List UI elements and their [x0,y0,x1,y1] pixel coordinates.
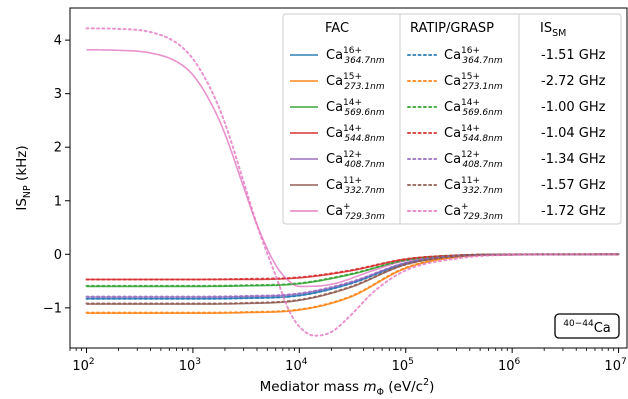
legend-frame [282,13,622,225]
x-tick-label: 102 [72,357,94,374]
legend-is-value: -1.51 GHz [541,48,606,63]
y-tick-label: 1 [54,194,62,209]
legend-label: Ca14+ 569.6nm [326,98,385,118]
series-line [85,253,620,300]
legend-is-value: -2.72 GHz [541,74,606,89]
x-tick-label: 104 [285,357,308,374]
legend-label: Ca11+ 332.7nm [326,176,385,196]
legend-label: Ca15+ 273.1nm [326,72,385,92]
legend-entries: Ca16+ 364.7nm -1.51 GHz Ca15+ 273.1nm -2.72 G… [290,46,606,222]
x-tick-label: 107 [604,357,626,374]
legend-label: Ca16+ 364.7nm [326,46,385,66]
legend-label: Ca12+ 408.7nm [326,150,385,170]
series-line [85,253,620,281]
plot-frame [69,7,628,349]
legend-label: Ca14+ 544.8nm [444,124,503,144]
x-tick-label: 103 [179,357,201,374]
y-tick-label: −1 [43,301,62,316]
y-tick-label: 2 [54,141,62,156]
x-tick-label: 106 [498,357,521,374]
legend-label: Ca+ 729.3nm [326,202,385,222]
legend-is-value: -1.04 GHz [541,126,606,141]
legend-label: Ca15+ 273.1nm [444,72,503,92]
series-line [86,253,619,300]
isotope-box-frame [554,313,620,339]
legend-header-ratip: RATIP/GRASP [410,21,494,36]
x-tick-label: 105 [392,357,414,374]
series-line [85,253,620,314]
legend-is-value: -1.00 GHz [541,100,606,115]
legend-label: Ca12+ 408.7nm [444,150,503,170]
legend-label: Ca+ 729.3nm [444,202,503,222]
isotope-box: 40−44Ca [554,313,620,339]
legend-header-is: ISSM [540,21,566,39]
legend-label: Ca14+ 544.8nm [326,124,385,144]
y-axis-label: ISNP (kHz) [14,145,33,210]
legend-is-value: -1.72 GHz [541,204,606,219]
legend-is-value: -1.57 GHz [541,178,606,193]
legend-is-value: -1.34 GHz [541,152,606,167]
y-tick-label: 4 [54,34,62,49]
series-line [86,253,619,298]
legend: FAC RATIP/GRASP ISSM Ca16+ 364.7nm -1.51 G… [282,13,622,225]
y-tick-label: 3 [54,87,62,102]
x-axis-label: Mediator mass mΦ (eV/c2) [260,377,435,398]
series-line [85,253,620,298]
y-tick-label: 0 [54,248,62,263]
series-layer [85,27,620,337]
legend-label: Ca16+ 364.7nm [444,46,503,66]
series-line [85,27,620,337]
legend-label: Ca14+ 569.6nm [444,98,503,118]
axes-layer: −1 0 1 2 3 4 102 103 104 105 106 107 [43,34,627,374]
legend-header-fac: FAC [325,21,349,36]
isotope-label: 40−44Ca [563,319,611,336]
series-line [86,253,619,281]
legend-label: Ca11+ 332.7nm [444,176,503,196]
